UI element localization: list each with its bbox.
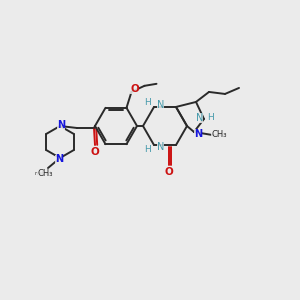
Text: CH₃: CH₃ xyxy=(37,169,53,178)
Text: CH₃: CH₃ xyxy=(211,130,227,140)
Text: H: H xyxy=(208,113,214,122)
Text: N: N xyxy=(55,154,63,164)
Text: methyl: methyl xyxy=(213,133,227,137)
Text: O: O xyxy=(130,84,139,94)
Text: N: N xyxy=(194,129,202,139)
Text: N: N xyxy=(196,113,203,123)
Text: O: O xyxy=(165,167,173,177)
Text: N: N xyxy=(157,142,164,152)
Text: methyl: methyl xyxy=(34,170,52,175)
Text: H: H xyxy=(144,145,151,154)
Text: N: N xyxy=(57,119,65,130)
Text: N: N xyxy=(157,100,164,110)
Text: H: H xyxy=(144,98,151,107)
Text: O: O xyxy=(91,147,99,157)
